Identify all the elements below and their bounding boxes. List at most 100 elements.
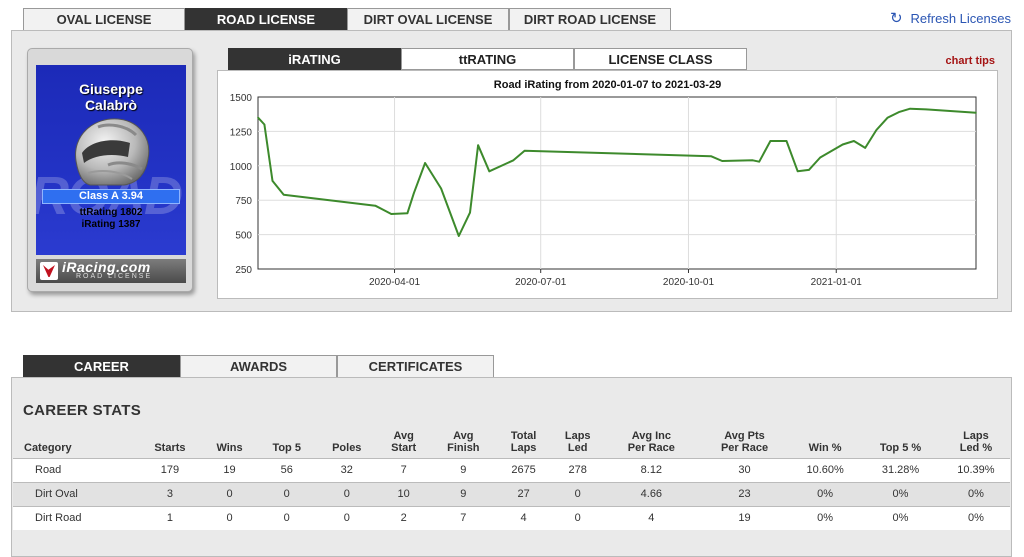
column-header: Avg Start xyxy=(377,428,430,458)
iracing-logo-icon xyxy=(40,262,58,280)
table-cell: 0% xyxy=(859,505,942,530)
career-stats-heading: CAREER STATS xyxy=(23,402,142,419)
column-header-line2: Per Race xyxy=(627,441,675,454)
tab-road-license[interactable]: ROAD LICENSE xyxy=(185,8,347,30)
column-header-line1: Laps xyxy=(963,429,989,442)
table-cell: 10 xyxy=(377,481,431,506)
data-point xyxy=(374,204,377,207)
refresh-label: Refresh Licenses xyxy=(910,11,1011,26)
x-tick-label: 2020-07-01 xyxy=(515,277,567,288)
table-header-row: Category Starts Wins Top 5 Poles Avg Start Avg F… xyxy=(13,428,1010,458)
license-panel: ROAD Giuseppe Calabrò Clas xyxy=(11,30,1012,312)
table-cell: 0 xyxy=(202,505,258,530)
table-cell: 0 xyxy=(550,481,605,506)
column-header: Avg Pts Per Race xyxy=(698,428,791,458)
tab-career[interactable]: CAREER xyxy=(23,355,180,377)
column-header-line2: Starts xyxy=(154,441,186,454)
tab-awards[interactable]: AWARDS xyxy=(180,355,337,377)
data-point xyxy=(282,193,285,196)
table-cell: 19 xyxy=(202,457,258,482)
table-cell: 4.66 xyxy=(604,481,698,506)
column-header: Win % xyxy=(791,428,859,458)
data-point xyxy=(758,160,760,163)
table-cell: 19 xyxy=(697,505,792,530)
column-header-line2: Finish xyxy=(447,441,480,454)
column-header-line1: Avg xyxy=(393,429,414,442)
tab-license-class[interactable]: LICENSE CLASS xyxy=(574,48,747,70)
data-point xyxy=(909,107,911,110)
tab-ttrating[interactable]: ttRATING xyxy=(401,48,574,70)
y-tick-label: 500 xyxy=(235,231,252,242)
data-point xyxy=(469,211,471,214)
data-point xyxy=(751,159,754,162)
table-row: Road 179 19 56 32 7 9 2675 278 8.12 30 10.60% 31.28%… xyxy=(13,457,1010,482)
license-tabs: OVAL LICENSE ROAD LICENSE DIRT OVAL LICE… xyxy=(23,8,671,30)
chart-tips-link[interactable]: chart tips xyxy=(945,55,995,67)
tab-dirt-oval-license[interactable]: DIRT OVAL LICENSE xyxy=(347,8,509,30)
y-tick-label: 1250 xyxy=(230,127,253,138)
license-card-footer: iRacing.com ROAD LICENSE xyxy=(36,259,186,283)
column-header-line2: Led % xyxy=(959,441,993,454)
tab-dirt-road-license[interactable]: DIRT ROAD LICENSE xyxy=(509,8,671,30)
irating-value: iRating 1387 xyxy=(81,219,141,230)
chart-tabs: iRATING ttRATING LICENSE CLASS xyxy=(228,48,747,70)
table-cell: 0 xyxy=(316,481,378,506)
data-point xyxy=(898,111,900,113)
plot-frame xyxy=(257,96,977,270)
table-cell: 0 xyxy=(257,505,317,530)
table-cell: 56 xyxy=(257,457,317,482)
table-cell: 0 xyxy=(550,505,605,530)
data-point xyxy=(808,169,810,171)
data-point xyxy=(440,187,442,190)
data-point xyxy=(925,108,928,111)
table-cell: 27 xyxy=(496,481,551,506)
driver-name: Giuseppe Calabrò xyxy=(36,81,186,113)
column-header-line2: Top 5 % xyxy=(879,441,922,454)
table-cell: 32 xyxy=(316,457,378,482)
table-cell: 0 xyxy=(316,505,378,530)
column-header: Avg Finish xyxy=(430,428,496,458)
data-point xyxy=(853,140,855,142)
license-card-face: ROAD Giuseppe Calabrò Clas xyxy=(36,65,186,255)
table-cell: 0 xyxy=(257,481,317,506)
iracing-logo-text: iRacing.com xyxy=(62,259,151,275)
table-cell: Dirt Oval xyxy=(13,481,138,506)
table-cell: 10.60% xyxy=(791,457,860,482)
data-point xyxy=(424,162,426,164)
data-point xyxy=(406,212,409,215)
data-point xyxy=(523,149,526,152)
irating-series-line xyxy=(257,107,977,237)
table-cell: 0 xyxy=(202,481,258,506)
career-stats-table: Category Starts Wins Top 5 Poles Avg Start Avg F… xyxy=(13,428,1010,530)
license-class-badge: Class A 3.94 xyxy=(42,189,180,204)
tab-oval-license[interactable]: OVAL LICENSE xyxy=(23,8,185,30)
column-header-line1: Laps xyxy=(564,429,591,442)
helmet-icon xyxy=(75,118,150,186)
data-point xyxy=(975,112,977,114)
tab-irating[interactable]: iRATING xyxy=(228,48,401,70)
tab-certificates[interactable]: CERTIFICATES xyxy=(337,355,494,377)
data-point xyxy=(819,156,821,159)
chart-title: Road iRating from 2020-01-07 to 2021-03-… xyxy=(493,79,722,91)
table-cell: 0% xyxy=(791,481,860,506)
column-header-line1: Avg Inc xyxy=(631,429,672,442)
license-card-subtitle: ROAD LICENSE xyxy=(76,273,153,280)
column-header-line2: Start xyxy=(391,441,417,454)
column-header-line2: Wins xyxy=(216,441,243,454)
table-cell: 30 xyxy=(697,457,792,482)
table-cell: 9 xyxy=(430,481,497,506)
table-cell: 2 xyxy=(377,505,431,530)
data-point xyxy=(390,213,393,215)
data-point xyxy=(710,155,712,157)
column-header: Laps Led xyxy=(551,428,605,458)
data-point xyxy=(257,116,259,119)
column-header-line2: Poles xyxy=(332,441,362,454)
table-cell: 7 xyxy=(377,457,431,482)
refresh-licenses-link[interactable]: ↻ Refresh Licenses xyxy=(890,11,1011,27)
data-point xyxy=(875,129,878,131)
table-cell: 3 xyxy=(137,481,203,506)
column-header: Avg Inc Per Race xyxy=(605,428,698,458)
table-cell: 7 xyxy=(430,505,497,530)
table-cell: 4 xyxy=(496,505,551,530)
irating-chart-plot: 250 500 750 1000 1250 1500 2020-04-01 2020-07-0… xyxy=(230,93,977,288)
